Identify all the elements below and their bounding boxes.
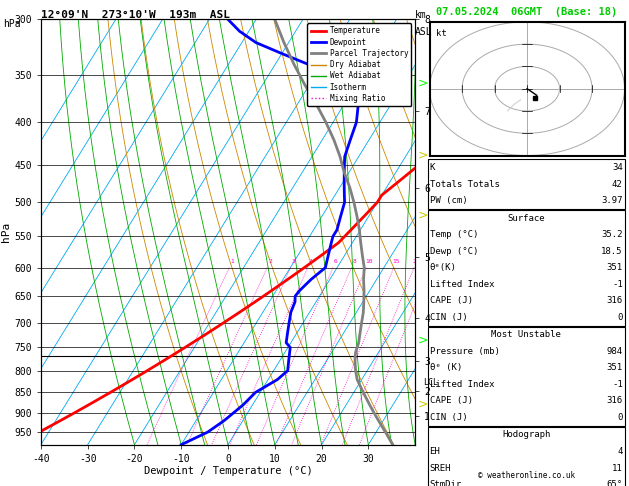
Text: 10: 10 xyxy=(365,259,372,264)
Text: km: km xyxy=(415,10,427,20)
Text: 11: 11 xyxy=(612,464,623,472)
Text: Most Unstable: Most Unstable xyxy=(491,330,561,339)
Text: 3.97: 3.97 xyxy=(601,196,623,205)
Text: 984: 984 xyxy=(606,347,623,356)
Text: >: > xyxy=(418,77,428,90)
Text: 351: 351 xyxy=(606,364,623,372)
Text: hPa: hPa xyxy=(3,19,21,30)
Text: kt: kt xyxy=(436,29,447,37)
X-axis label: Dewpoint / Temperature (°C): Dewpoint / Temperature (°C) xyxy=(143,467,313,476)
Text: 15: 15 xyxy=(392,259,400,264)
Text: EH: EH xyxy=(430,447,440,456)
Text: 1: 1 xyxy=(230,259,234,264)
Text: Hodograph: Hodograph xyxy=(502,431,550,439)
Text: 316: 316 xyxy=(606,397,623,405)
Text: 351: 351 xyxy=(606,263,623,272)
Text: CAPE (J): CAPE (J) xyxy=(430,296,472,305)
Text: CIN (J): CIN (J) xyxy=(430,413,467,422)
Text: 2: 2 xyxy=(268,259,272,264)
Text: 18.5: 18.5 xyxy=(601,247,623,256)
Text: ASL: ASL xyxy=(415,27,433,37)
Text: 65°: 65° xyxy=(606,480,623,486)
Text: -1: -1 xyxy=(612,380,623,389)
Text: >: > xyxy=(418,398,428,411)
Text: >: > xyxy=(418,334,428,347)
Text: K: K xyxy=(430,163,435,172)
Text: Surface: Surface xyxy=(508,214,545,223)
Text: SREH: SREH xyxy=(430,464,451,472)
Text: 12°09'N  273°10'W  193m  ASL: 12°09'N 273°10'W 193m ASL xyxy=(41,10,230,20)
Text: 4: 4 xyxy=(309,259,313,264)
Text: 4: 4 xyxy=(617,447,623,456)
Text: 0: 0 xyxy=(617,313,623,322)
Text: 0: 0 xyxy=(617,413,623,422)
Text: CIN (J): CIN (J) xyxy=(430,313,467,322)
Text: θᵉ(K): θᵉ(K) xyxy=(430,263,457,272)
Text: Dewp (°C): Dewp (°C) xyxy=(430,247,478,256)
Legend: Temperature, Dewpoint, Parcel Trajectory, Dry Adiabat, Wet Adiabat, Isotherm, Mi: Temperature, Dewpoint, Parcel Trajectory… xyxy=(308,23,411,106)
Text: 07.05.2024  06GMT  (Base: 18): 07.05.2024 06GMT (Base: 18) xyxy=(435,7,617,17)
Text: 34: 34 xyxy=(612,163,623,172)
Text: Temp (°C): Temp (°C) xyxy=(430,230,478,239)
Text: Lifted Index: Lifted Index xyxy=(430,280,494,289)
Text: Pressure (mb): Pressure (mb) xyxy=(430,347,499,356)
Text: 25: 25 xyxy=(429,259,437,264)
Text: © weatheronline.co.uk: © weatheronline.co.uk xyxy=(477,471,575,480)
Text: -1: -1 xyxy=(612,280,623,289)
Text: PW (cm): PW (cm) xyxy=(430,196,467,205)
Text: Totals Totals: Totals Totals xyxy=(430,180,499,189)
Text: 3: 3 xyxy=(291,259,295,264)
Text: 6: 6 xyxy=(334,259,338,264)
Text: StmDir: StmDir xyxy=(430,480,462,486)
Text: 316: 316 xyxy=(606,296,623,305)
Text: θᵉ (K): θᵉ (K) xyxy=(430,364,462,372)
Text: Lifted Index: Lifted Index xyxy=(430,380,494,389)
Text: 35.2: 35.2 xyxy=(601,230,623,239)
Text: 8: 8 xyxy=(352,259,356,264)
Y-axis label: hPa: hPa xyxy=(1,222,11,242)
Text: LCL: LCL xyxy=(423,378,438,386)
Text: 20: 20 xyxy=(413,259,420,264)
Text: 42: 42 xyxy=(612,180,623,189)
Text: CAPE (J): CAPE (J) xyxy=(430,397,472,405)
Text: >: > xyxy=(418,149,428,162)
Text: >: > xyxy=(418,208,428,222)
